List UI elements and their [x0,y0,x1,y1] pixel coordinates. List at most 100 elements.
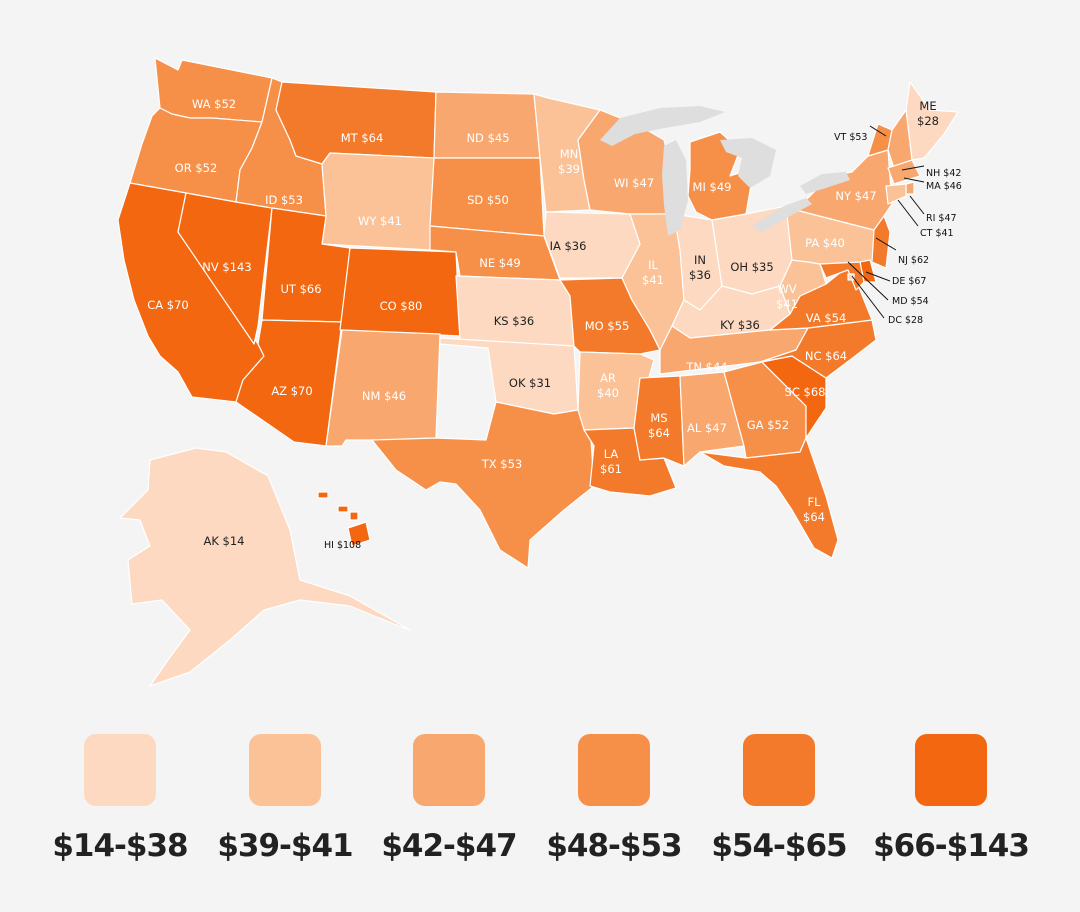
state-label-ne: NE $49 [479,256,520,270]
callout-line-md [847,261,889,301]
state-label-nj: NJ $62 [898,255,929,266]
callout-line-nh [901,165,925,171]
callout-line-ct [897,199,919,227]
state-nd [433,91,541,159]
state-al [679,371,745,467]
state-wa [154,57,273,123]
state-label-wy: WY $41 [358,214,402,228]
state-label-ok: OK $31 [509,376,551,390]
legend-swatch [743,734,815,806]
legend-swatch [578,734,650,806]
lake-erie [752,198,812,232]
legend-item: $54-$65 [694,734,864,864]
state-label-fl: FL $64 [803,495,825,524]
us-map: WA $52 OR $52 CA $70 NV $143 ID $53 MT $64 WY … [117,57,962,687]
state-label-ms: MS $64 [648,411,670,440]
lake-ontario [800,172,850,194]
state-label-ny: NY $47 [835,189,876,203]
state-hi [317,491,371,547]
state-label-oh: OH $35 [730,260,773,274]
legend-swatch [413,734,485,806]
callout-line-de [865,271,891,282]
state-label-dc: DC $28 [888,315,923,326]
state-label-ct: CT $41 [920,228,954,239]
state-label-ca: CA $70 [147,298,189,312]
great-lakes [600,106,850,236]
state-nm [325,329,441,447]
state-label-wi: WI $47 [614,176,654,190]
legend-label: $54-$65 [711,828,847,864]
state-label-me: ME $28 [917,99,939,128]
callout-line-vt [869,125,887,137]
state-label-ia: IA $36 [550,239,587,253]
us-choropleth-map: WA $52 OR $52 CA $70 NV $143 ID $53 MT $64 WY … [117,57,962,687]
legend-swatch [84,734,156,806]
state-label-mi: MI $49 [693,180,732,194]
state-tx [371,401,595,569]
state-label-co: CO $80 [380,299,423,313]
state-label-ga: GA $52 [747,418,789,432]
state-label-tn: TN $44 [685,360,727,374]
state-ri [905,181,915,195]
state-label-hi: HI $108 [324,540,361,551]
state-label-in: IN $36 [689,253,711,282]
state-label-il: IL $41 [642,258,664,287]
state-label-vt: VT $53 [834,132,867,143]
state-label-ut: UT $66 [280,282,321,296]
legend-label: $39-$41 [217,828,353,864]
legend-item: $39-$41 [200,734,370,864]
legend-label: $14-$38 [52,828,188,864]
state-label-or: OR $52 [175,161,218,175]
lake-huron [720,138,776,188]
state-label-mn: MN $39 [558,147,580,176]
legend: $14-$38 $39-$41 $42-$47 $48-$53 $54-$65 $66-$… [0,720,1080,900]
state-dc [847,273,855,281]
legend-item: $48-$53 [529,734,699,864]
lake-michigan [662,140,688,236]
state-label-va: VA $54 [806,311,847,325]
state-label-id: ID $53 [265,193,303,207]
state-label-md: MD $54 [892,296,929,307]
legend-item: $42-$47 [364,734,534,864]
state-label-de: DE $67 [892,276,926,287]
state-label-ri: RI $47 [926,213,957,224]
state-ma [887,159,921,185]
state-fl [699,437,839,559]
state-wy [321,152,435,251]
lake-superior [600,106,725,146]
state-label-nd: ND $45 [466,131,509,145]
state-label-pa: PA $40 [805,236,845,250]
state-label-ma: MA $46 [926,181,962,192]
state-label-ky: KY $36 [720,318,760,332]
state-label-az: AZ $70 [271,384,312,398]
state-label-nv: NV $143 [202,260,251,274]
legend-label: $42-$47 [381,828,517,864]
legend-item: $66-$143 [866,734,1036,864]
state-az [235,319,343,447]
state-label-mo: MO $55 [585,319,630,333]
state-nc [759,319,877,379]
state-label-wv: WV $41 [776,282,798,311]
callout-line-dc [851,275,885,319]
legend-label: $48-$53 [546,828,682,864]
state-label-nm: NM $46 [362,389,406,403]
legend-swatch [915,734,987,806]
state-mt [275,81,437,165]
state-nj [871,215,891,269]
state-label-ak: AK $14 [203,534,244,548]
state-label-sd: SD $50 [467,193,509,207]
state-md [819,261,865,291]
state-label-nh: NH $42 [926,168,961,179]
legend-swatch [249,734,321,806]
state-label-nc: NC $64 [805,349,847,363]
callout-line-ri [909,195,925,215]
state-label-mt: MT $64 [341,131,384,145]
callout-line-ma [903,177,925,183]
state-label-ks: KS $36 [494,314,534,328]
state-label-al: AL $47 [687,421,727,435]
state-ak [119,447,411,687]
state-label-ar: AR $40 [597,371,619,400]
state-ks [455,275,575,347]
state-label-tx: TX $53 [481,457,523,471]
state-co [339,247,461,337]
